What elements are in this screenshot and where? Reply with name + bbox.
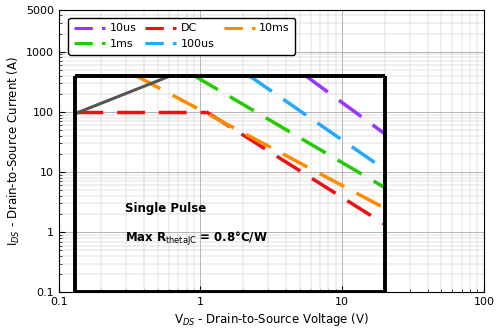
Legend: 10us, 1ms, DC, 100us, 10ms: 10us, 1ms, DC, 100us, 10ms (68, 18, 296, 54)
Text: Single Pulse: Single Pulse (124, 202, 206, 215)
Text: Max R$_{\rm thetaJC}$ = 0.8°C/W: Max R$_{\rm thetaJC}$ = 0.8°C/W (124, 230, 268, 248)
Y-axis label: I$_{DS}$ - Drain-to-Source Current (A): I$_{DS}$ - Drain-to-Source Current (A) (6, 56, 22, 246)
X-axis label: V$_{DS}$ - Drain-to-Source Voltage (V): V$_{DS}$ - Drain-to-Source Voltage (V) (174, 311, 369, 328)
